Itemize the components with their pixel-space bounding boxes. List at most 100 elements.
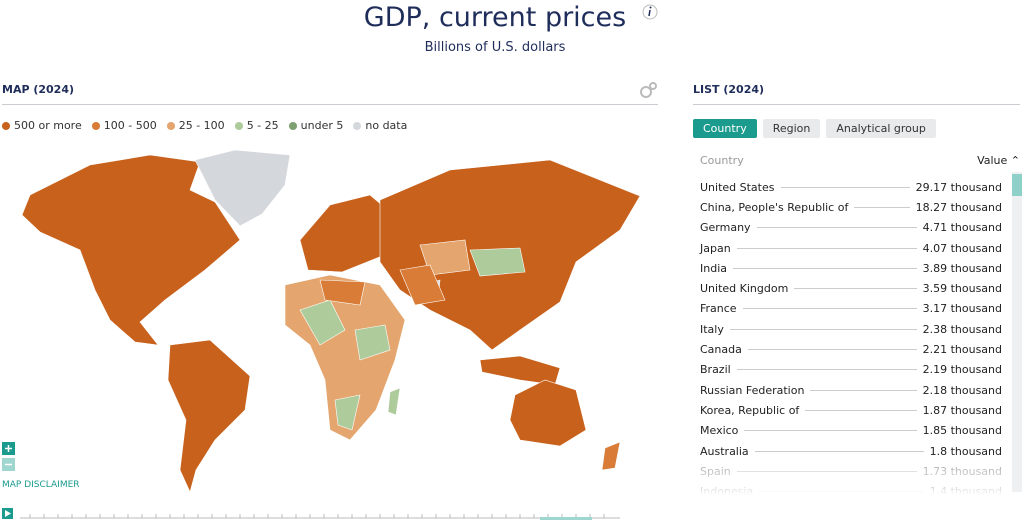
country-name: Brazil <box>700 363 731 377</box>
map-disclaimer[interactable]: MAP DISCLAIMER <box>2 480 80 490</box>
country-region[interactable] <box>387 387 401 416</box>
legend-item[interactable]: 500 or more <box>2 119 82 132</box>
country-value: 4.07 thousand <box>922 241 1002 255</box>
settings-icon[interactable] <box>638 80 658 100</box>
legend-item[interactable]: 100 - 500 <box>91 119 157 132</box>
country-region[interactable] <box>334 394 361 431</box>
country-name: Mexico <box>700 424 739 438</box>
list-row[interactable]: China, People's Republic of 18.27 thousan… <box>700 197 1002 217</box>
leader <box>780 186 910 188</box>
list-row[interactable]: Korea, Republic of 1.87 thousand <box>700 400 1002 420</box>
leader <box>794 288 917 290</box>
list-row[interactable]: Canada 2.21 thousand <box>700 339 1002 359</box>
scroll-thumb[interactable] <box>1012 174 1022 196</box>
country-region[interactable] <box>399 264 446 306</box>
list-row[interactable]: Italy 2.38 thousand <box>700 319 1002 339</box>
country-name: India <box>700 261 727 275</box>
country-name: United States <box>700 180 775 194</box>
column-label[interactable]: Value ⌃ <box>977 154 1020 167</box>
info-icon[interactable] <box>642 2 658 22</box>
country-value: 1.8 thousand <box>929 444 1002 458</box>
legend-swatch <box>353 121 362 130</box>
country-region[interactable] <box>21 154 241 346</box>
legend-item[interactable]: 25 - 100 <box>166 119 225 132</box>
list-row[interactable]: India 3.89 thousand <box>700 258 1002 278</box>
fade <box>693 455 1008 495</box>
leader <box>805 409 917 411</box>
column-label: Country <box>700 154 744 167</box>
country-name: Russian Federation <box>700 383 805 397</box>
leader <box>754 450 924 452</box>
country-value: 1.85 thousand <box>922 424 1002 438</box>
legend: 500 or more 100 - 500 25 - 100 5 - 25 under … <box>2 119 407 132</box>
leader <box>747 349 917 351</box>
list-row[interactable]: Russian Federation 2.18 thousand <box>700 380 1002 400</box>
country-value: 3.89 thousand <box>922 261 1002 275</box>
leader <box>744 430 917 432</box>
country-value: 18.27 thousand <box>915 200 1002 214</box>
page-subtitle: Billions of U.S. dollars <box>424 40 566 55</box>
column-header: Country Value ⌃ <box>700 154 1020 167</box>
country-region[interactable] <box>601 441 621 471</box>
list-row[interactable]: United Kingdom 3.59 thousand <box>700 278 1002 298</box>
list-row[interactable]: Brazil 2.19 thousand <box>700 360 1002 380</box>
scrollbar[interactable] <box>1012 172 1022 492</box>
tab[interactable]: Country <box>693 119 757 138</box>
list-row[interactable]: Australia 1.8 thousand <box>700 441 1002 461</box>
map-heading: MAP (2024) <box>2 83 658 105</box>
country-region[interactable] <box>419 239 471 276</box>
tab-bar: Country Region Analytical group <box>693 119 936 138</box>
country-region[interactable] <box>354 324 391 361</box>
timeline[interactable] <box>0 505 640 520</box>
legend-label: no data <box>365 119 408 132</box>
legend-swatch <box>288 121 297 130</box>
country-name: Canada <box>700 343 742 357</box>
legend-item[interactable]: 5 - 25 <box>234 119 279 132</box>
country-value: 2.19 thousand <box>922 363 1002 377</box>
list-row[interactable]: Japan 4.07 thousand <box>700 238 1002 258</box>
country-name: China, People's Republic of <box>700 200 849 214</box>
country-name: Japan <box>700 241 731 255</box>
country-region[interactable] <box>509 379 587 447</box>
page-title: GDP, current prices <box>363 2 627 33</box>
legend-label: 500 or more <box>14 119 82 132</box>
country-region[interactable] <box>167 339 251 493</box>
tab[interactable]: Region <box>762 119 821 138</box>
list-row[interactable]: Germany 4.71 thousand <box>700 218 1002 238</box>
legend-label: 100 - 500 <box>103 119 157 132</box>
country-region[interactable] <box>469 247 526 277</box>
legend-swatch <box>166 121 175 130</box>
country-region[interactable] <box>299 299 346 346</box>
legend-label: 25 - 100 <box>178 119 225 132</box>
legend-item[interactable]: under 5 <box>288 119 344 132</box>
country-region[interactable] <box>194 149 291 227</box>
list-row[interactable]: United States 29.17 thousand <box>700 177 1002 197</box>
country-name: Korea, Republic of <box>700 403 800 417</box>
leader <box>854 206 910 208</box>
country-name: Germany <box>700 221 751 235</box>
leader <box>729 328 917 330</box>
list-rows: United States 29.17 thousand China, People… <box>700 177 1002 502</box>
list-row[interactable]: France 3.17 thousand <box>700 299 1002 319</box>
country-value: 2.21 thousand <box>922 343 1002 357</box>
leader <box>742 308 917 310</box>
world-map <box>21 149 641 493</box>
country-value: 2.18 thousand <box>922 383 1002 397</box>
leader <box>733 267 917 269</box>
legend-label: under 5 <box>300 119 344 132</box>
zoom-controls[interactable] <box>2 442 16 474</box>
country-value: 2.38 thousand <box>922 322 1002 336</box>
tab[interactable]: Analytical group <box>826 119 936 138</box>
column-label-text[interactable]: Value <box>977 154 1008 167</box>
leader <box>756 227 917 229</box>
list-heading: LIST (2024) <box>693 83 1020 105</box>
leader <box>736 247 917 249</box>
legend-item[interactable]: no data <box>353 119 407 132</box>
country-value: 4.71 thousand <box>922 221 1002 235</box>
legend-swatch <box>2 121 10 130</box>
country-name: Australia <box>700 444 749 458</box>
legend-label: 5 - 25 <box>246 119 279 132</box>
country-region[interactable] <box>479 355 561 386</box>
list-row[interactable]: Mexico 1.85 thousand <box>700 421 1002 441</box>
country-region[interactable] <box>319 279 366 306</box>
